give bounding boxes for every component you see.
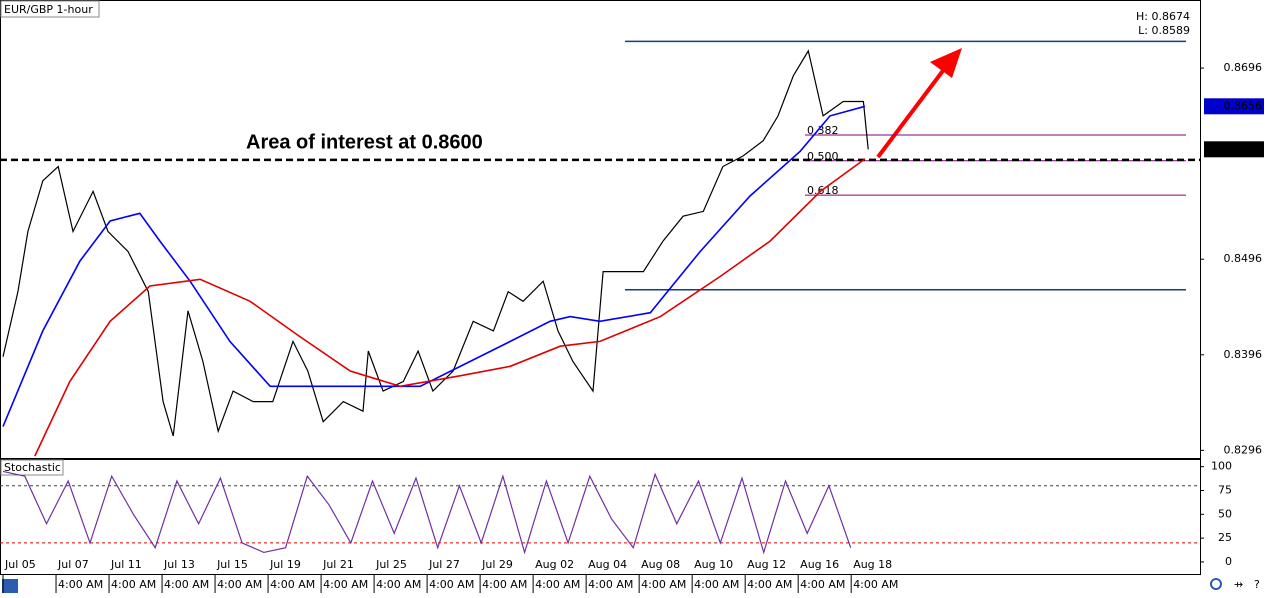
x-tick-sublabel: 4:00 AM [588,578,633,591]
x-tick-label: Jul 29 [481,558,513,571]
x-tick-sublabel: 4:00 AM [535,578,580,591]
fib-label: 0.500 [807,150,839,163]
arrow [876,48,962,159]
fib-label: 0.618 [807,184,839,197]
y-tick-label: 100 [1211,460,1232,473]
x-tick-sublabel: 4:00 AM [164,578,209,591]
symbol-label: EUR/GBP 1-hour [4,3,93,16]
y-tick-label: 0.8496 [1224,252,1263,265]
price-label: 0.8656 [1224,99,1263,112]
x-tick-sublabel: 4:00 AM [482,578,527,591]
stochastic-panel-frame [0,459,1201,575]
x-tick-sublabel: 4:00 AM [429,578,474,591]
y-tick-label: 0.8696 [1224,61,1263,74]
x-tick-label: Aug 08 [641,558,680,571]
fib-label: 0.382 [807,124,839,137]
x-tick-sublabel: 4:00 AM [376,578,421,591]
high-label: H: 0.8674 [1136,10,1190,23]
arrow-head [930,48,962,78]
symbol-box [0,0,100,18]
x-tick-sublabel: 4:00 AM [58,578,103,591]
y-tick-label: 50 [1218,507,1232,520]
x-tick-label: Jul 11 [110,558,142,571]
x-tick-label: Aug 04 [588,558,627,571]
x-tick-label: Jul 15 [216,558,248,571]
x-tick-label: Jul 27 [428,558,460,571]
x-tick-sublabel: 4:00 AM [323,578,368,591]
x-tick-sublabel: 4:00 AM [800,578,845,591]
x-tick-sublabel: 4:00 AM [853,578,898,591]
nav-icon[interactable]: ⇸ [1234,578,1243,591]
x-tick-label: Aug 12 [747,558,786,571]
indicator-label: Stochastic [4,461,61,474]
series-line [2,49,869,437]
help-icon[interactable]: ? [1254,578,1260,591]
y-tick-label: 0 [1225,555,1232,568]
annotation: Area of interest at 0.8600 [246,131,483,153]
x-tick-label: Aug 18 [853,558,892,571]
menu-icon[interactable] [2,579,18,593]
x-tick-label: Jul 05 [4,558,36,571]
x-tick-label: Jul 19 [269,558,301,571]
y-tick-label: 0.8396 [1224,348,1263,361]
y-tick-label: 0.8296 [1224,443,1263,456]
x-tick-sublabel: 4:00 AM [217,578,262,591]
x-tick-sublabel: 4:00 AM [111,578,156,591]
x-tick-label: Jul 25 [375,558,407,571]
x-tick-label: Aug 02 [535,558,574,571]
series-line [34,158,866,457]
toolbar-icons: ⇸ ? [2,578,1260,593]
x-tick-sublabel: 4:00 AM [747,578,792,591]
series-line [2,105,866,427]
x-tick-label: Aug 10 [694,558,733,571]
x-tick-label: Jul 21 [322,558,354,571]
x-tick-sublabel: 4:00 AM [270,578,315,591]
x-tick-label: Aug 16 [800,558,839,571]
x-tick-label: Jul 13 [163,558,195,571]
price-label: 0.8611 [1224,142,1263,155]
link-icon[interactable] [1210,578,1222,590]
indicator-box [0,459,64,476]
x-tick-sublabel: 4:00 AM [694,578,739,591]
price-label-box [1204,141,1264,158]
price-panel-frame [0,0,1201,459]
arrow-shaft [876,66,947,159]
price-label-box [1204,98,1264,115]
x-tick-sublabel: 4:00 AM [641,578,686,591]
low-label: L: 0.8589 [1138,24,1190,37]
y-tick-label: 25 [1218,531,1232,544]
series-line [2,470,852,555]
x-tick-label: Jul 07 [57,558,89,571]
y-tick-label: 75 [1218,483,1232,496]
